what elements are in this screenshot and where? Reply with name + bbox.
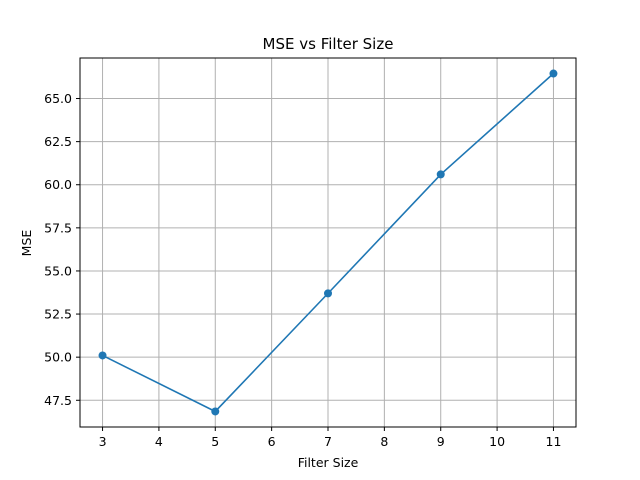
grid (80, 58, 576, 427)
data-point (436, 170, 445, 179)
y-tick-label: 65.0 (44, 91, 72, 106)
y-tick-label: 52.5 (44, 307, 72, 322)
chart-title: MSE vs Filter Size (263, 35, 394, 53)
x-axis: 3 4 5 6 7 8 9 10 11 (99, 427, 562, 449)
x-tick-label: 9 (437, 434, 445, 449)
x-tick-label: 4 (155, 434, 163, 449)
data-point (98, 351, 107, 360)
data-point (549, 69, 558, 78)
y-tick-label: 47.5 (44, 393, 72, 408)
y-axis-title: MSE (19, 230, 34, 257)
x-tick-label: 3 (99, 434, 107, 449)
y-tick-label: 55.0 (44, 263, 72, 278)
data-point (211, 407, 220, 416)
x-tick-label: 7 (324, 434, 332, 449)
y-tick-label: 50.0 (44, 350, 72, 365)
y-tick-label: 57.5 (44, 220, 72, 235)
y-tick-label: 62.5 (44, 134, 72, 149)
data-point (324, 289, 332, 298)
y-axis: 47.5 50.0 52.5 55.0 57.5 60.0 62.5 65.0 (44, 91, 80, 408)
x-tick-label: 10 (489, 434, 505, 449)
x-tick-label: 5 (211, 434, 219, 449)
x-axis-title: Filter Size (298, 455, 359, 470)
y-tick-label: 60.0 (44, 177, 72, 192)
plot-area (98, 69, 558, 416)
x-tick-label: 6 (268, 434, 276, 449)
x-tick-label: 11 (546, 434, 562, 449)
x-tick-label: 8 (380, 434, 388, 449)
